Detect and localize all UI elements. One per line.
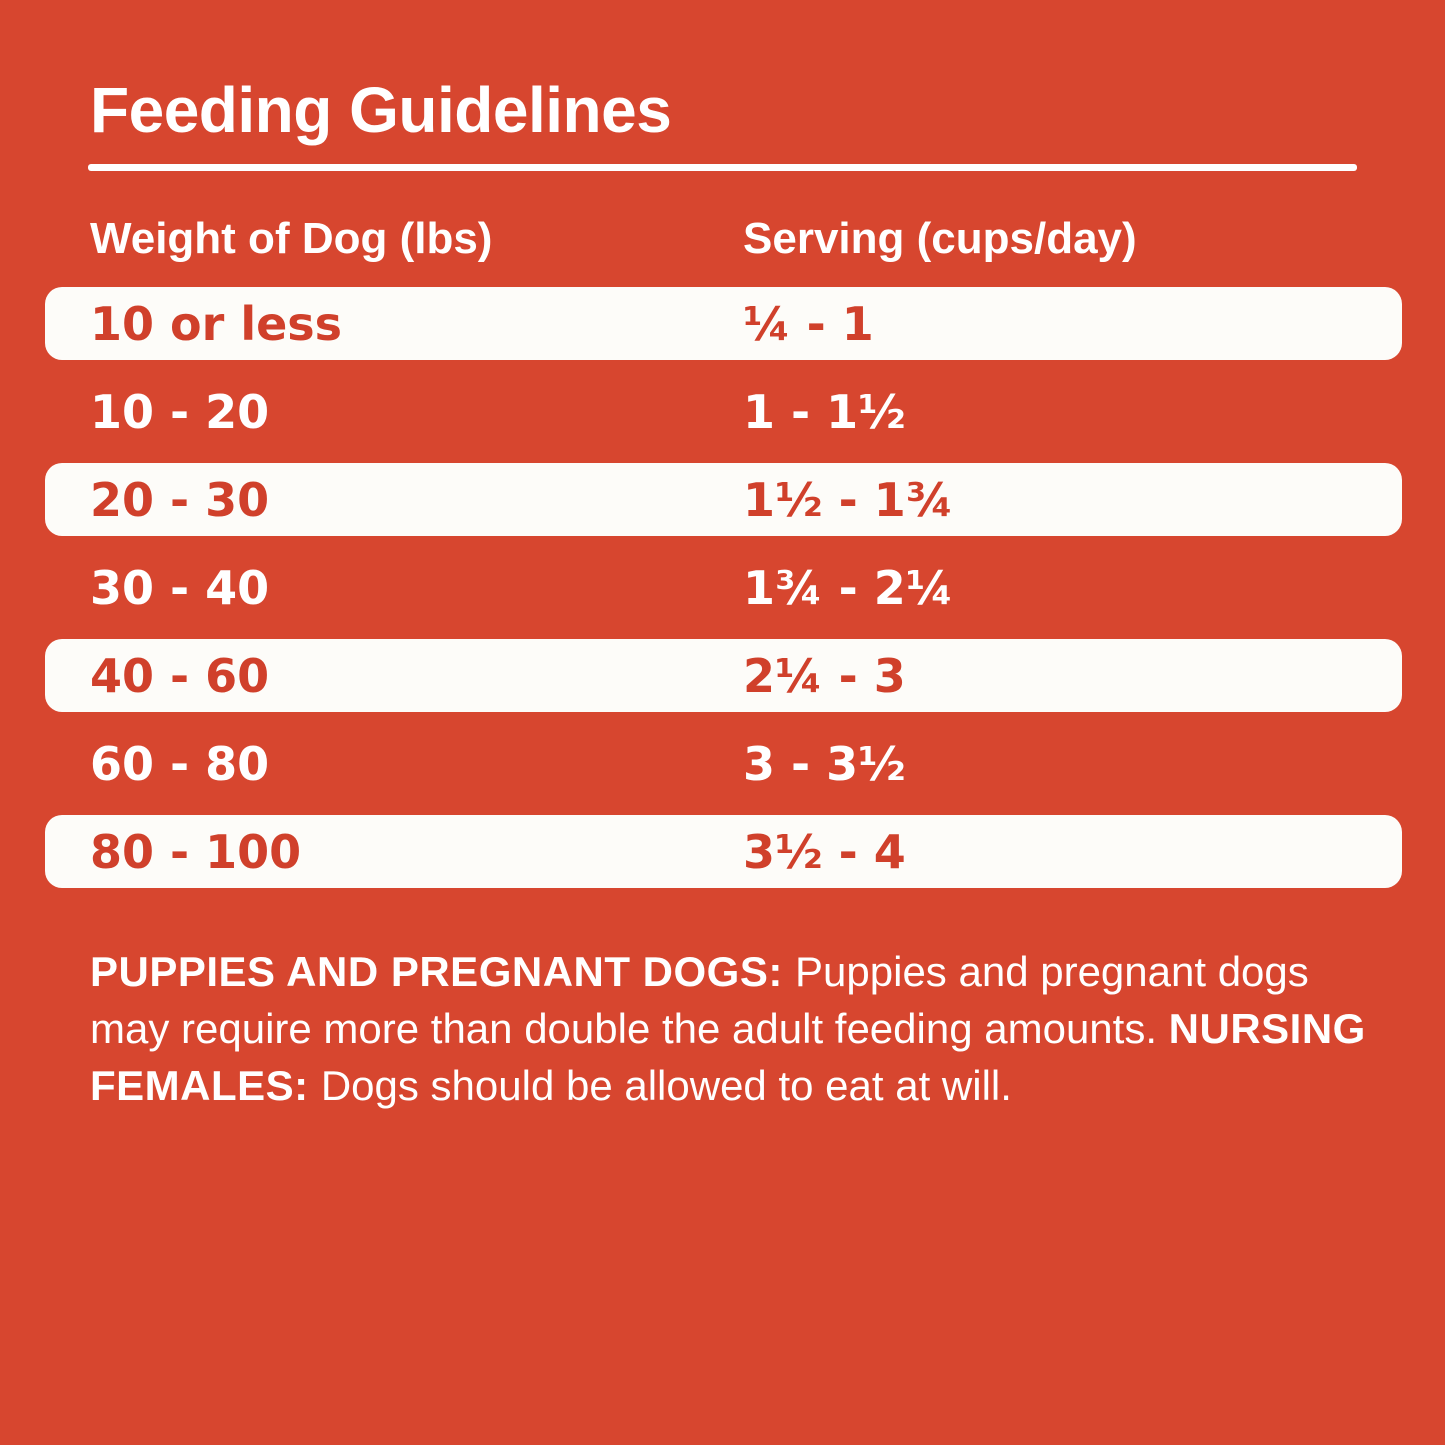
weight-cell: 20 - 30 <box>90 472 270 527</box>
table-row: 60 - 80 3 - 3½ <box>45 727 1402 800</box>
weight-cell: 10 - 20 <box>90 384 270 439</box>
table-row: 80 - 100 3½ - 4 <box>45 815 1402 888</box>
serving-cell: ¼ - 1 <box>743 296 874 351</box>
feeding-notes: PUPPIES AND PREGNANT DOGS: Puppies and p… <box>90 943 1388 1114</box>
table-row: 30 - 40 1¾ - 2¼ <box>45 551 1402 624</box>
weight-cell: 30 - 40 <box>90 560 270 615</box>
serving-cell: 1¾ - 2¼ <box>743 560 954 615</box>
table-row: 10 - 20 1 - 1½ <box>45 375 1402 448</box>
serving-cell: 3 - 3½ <box>743 736 906 791</box>
serving-cell: 2¼ - 3 <box>743 648 906 703</box>
serving-cell: 1½ - 1¾ <box>743 472 954 527</box>
weight-cell: 10 or less <box>90 296 343 351</box>
title-divider <box>88 164 1357 171</box>
feeding-table: 10 or less ¼ - 1 10 - 20 1 - 1½ 20 - 30 … <box>45 287 1402 888</box>
serving-cell: 1 - 1½ <box>743 384 906 439</box>
notes-heading-puppies: PUPPIES AND PREGNANT DOGS: <box>90 948 796 995</box>
notes-text-nursing: Dogs should be allowed to eat at will. <box>320 1062 1012 1109</box>
notes-text-puppies: Puppies and pregnant dogs may require mo… <box>90 948 1309 1052</box>
serving-cell: 3½ - 4 <box>743 824 906 879</box>
column-header-serving: Serving (cups/day) <box>743 214 1137 263</box>
column-header-weight: Weight of Dog (lbs) <box>90 214 493 263</box>
weight-cell: 80 - 100 <box>90 824 302 879</box>
table-row: 20 - 30 1½ - 1¾ <box>45 463 1402 536</box>
weight-cell: 60 - 80 <box>90 736 270 791</box>
table-row: 40 - 60 2¼ - 3 <box>45 639 1402 712</box>
table-row: 10 or less ¼ - 1 <box>45 287 1402 360</box>
table-header-row: Weight of Dog (lbs) Serving (cups/day) <box>90 217 1402 261</box>
page-title: Feeding Guidelines <box>90 74 672 146</box>
weight-cell: 40 - 60 <box>90 648 270 703</box>
notes-heading-nursing: NURSING FEMALES: <box>90 1005 1366 1109</box>
